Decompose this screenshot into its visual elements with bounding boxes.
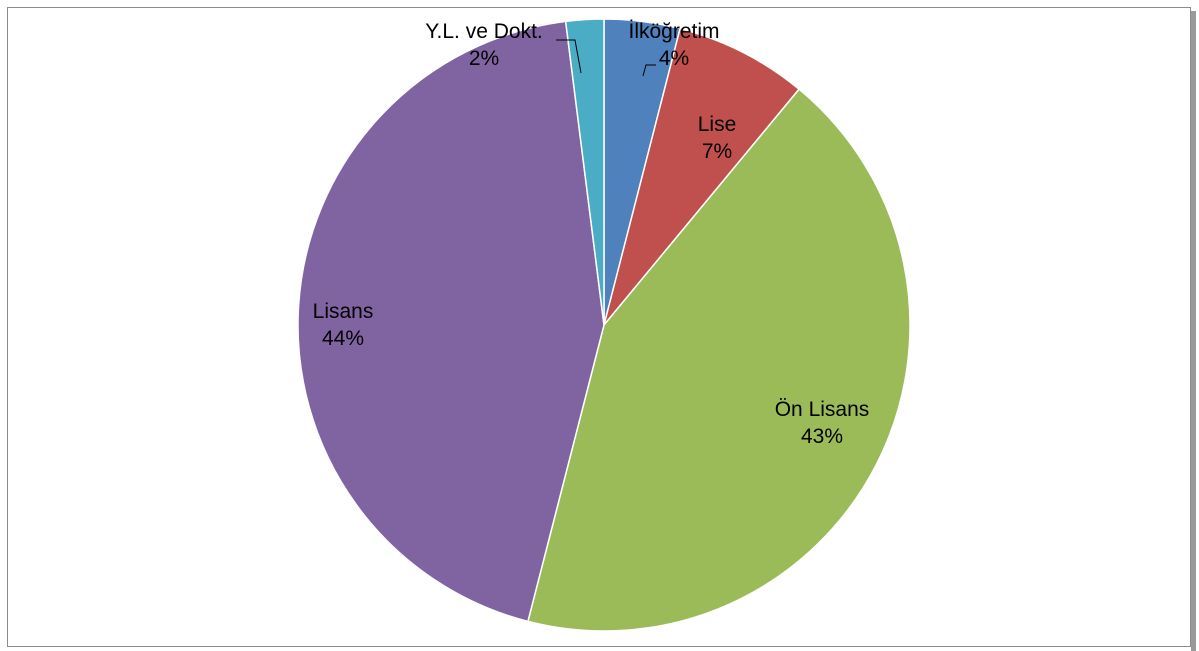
data-label-percent-ilkogretim: 4%: [659, 47, 689, 70]
data-label-category-lise: Lise: [698, 113, 737, 136]
leader-lines: [556, 39, 656, 77]
data-label-percent-lisans: 44%: [322, 327, 364, 350]
data-label-category-ilkogretim: İlköğretim: [628, 20, 719, 43]
leader-line-ilkogretim: [642, 64, 656, 77]
data-label-category-lisans: Lisans: [313, 300, 374, 323]
pie-slice-on-lisans: [526, 88, 911, 632]
pie-slice-lise: [603, 27, 801, 326]
data-label-percent-on-lisans: 43%: [801, 425, 843, 448]
data-label-category-y-l-ve-dokt: Y.L. ve Dokt.: [425, 20, 543, 43]
leader-line-y-l-ve-dokt: [556, 39, 582, 74]
pie-slices: [297, 18, 911, 632]
data-label-percent-lise: 7%: [702, 140, 732, 163]
pie-slice-y-l-ve-dokt: [564, 18, 605, 326]
pie-chart: İlköğretim 4% Lise 7% Ön Lisans 43% Lisans 44% Y…: [297, 18, 911, 632]
data-label-percent-y-l-ve-dokt: 2%: [469, 47, 499, 70]
data-labels: İlköğretim 4% Lise 7% Ön Lisans 43% Lisans 44% Y…: [313, 20, 870, 448]
data-label-category-on-lisans: Ön Lisans: [775, 398, 870, 421]
pie-slice-lisans: [297, 20, 605, 623]
